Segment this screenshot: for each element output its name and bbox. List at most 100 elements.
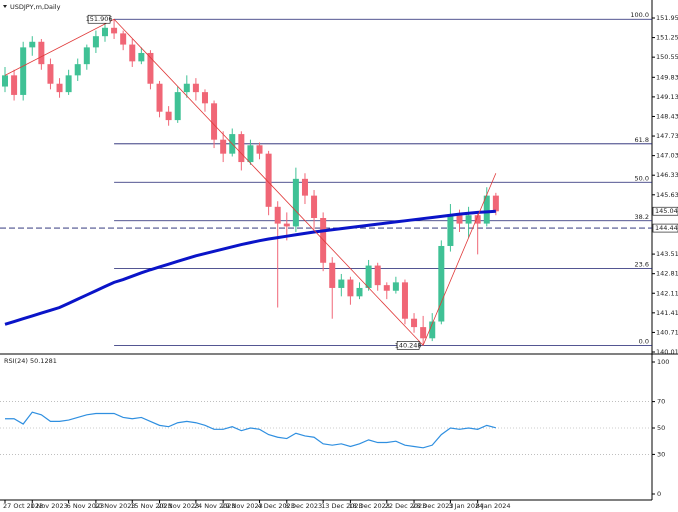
- candle-body: [47, 64, 54, 84]
- candle-body: [456, 215, 463, 224]
- price-box: [652, 223, 678, 233]
- x-tick-label: 27 Oct 2023: [3, 502, 43, 510]
- candle-body: [420, 327, 427, 339]
- x-tick-label: 3 Jan 2024: [448, 502, 483, 510]
- y-tick-label: 149.130: [656, 93, 678, 101]
- candle-body: [156, 83, 163, 112]
- candle-body: [447, 215, 454, 246]
- y-tick-label: 50: [657, 424, 665, 432]
- extreme-box: [396, 341, 420, 350]
- candle-body: [220, 139, 227, 154]
- candle-body: [292, 178, 299, 227]
- y-tick-label: 148.430: [656, 112, 678, 120]
- y-tick-label: 0: [657, 490, 661, 498]
- candle-body: [247, 145, 254, 163]
- y-tick-label: 30: [657, 450, 665, 458]
- y-tick-label: 141.410: [656, 309, 678, 317]
- zigzag: [4, 18, 497, 347]
- y-tick-label: 145.630: [656, 191, 678, 199]
- x-tick-label: 20 Nov 2023: [158, 502, 200, 510]
- candle-body: [283, 223, 290, 227]
- x-tick-label: 10 Nov 2023: [94, 502, 136, 510]
- indicator-title: RSI(24) 50.1281: [4, 357, 57, 365]
- candle-body: [465, 215, 472, 224]
- y-tick-label: 147.730: [656, 132, 678, 140]
- x-tick-label: 13 Dec 2023: [321, 502, 363, 510]
- y-tick-label: 140.710: [656, 328, 678, 336]
- x-tick-label: 6 Nov 2023: [67, 502, 105, 510]
- y-tick-label: 143.510: [656, 250, 678, 258]
- candle-body: [138, 52, 145, 62]
- price-box-label: 145.043: [655, 207, 678, 215]
- fib-label: 23.6: [635, 260, 649, 268]
- candle-body: [201, 92, 208, 104]
- candle-body: [365, 265, 372, 288]
- x-tick-label: 8 Jan 2024: [476, 502, 511, 510]
- y-tick-label: 140.010: [656, 348, 678, 356]
- y-tick-label: 151.250: [656, 34, 678, 42]
- x-tick-label: 4 Dec 2023: [258, 502, 295, 510]
- candle-body: [301, 178, 308, 196]
- fib-label: 50.0: [635, 174, 649, 182]
- x-tick-label: 15 Nov 2023: [130, 502, 172, 510]
- candle-body: [256, 145, 263, 154]
- candle-body: [192, 83, 199, 93]
- x-tick-label: 1 Nov 2023: [30, 502, 68, 510]
- candle-body: [11, 75, 18, 95]
- candle-body: [129, 44, 136, 62]
- fib-label: 38.2: [635, 213, 649, 221]
- menu-icon: [3, 5, 7, 8]
- candle-body: [483, 195, 490, 224]
- candle-body: [438, 245, 445, 322]
- candle-body: [65, 75, 72, 93]
- candle-body: [101, 27, 108, 37]
- fib-label: 61.8: [635, 136, 649, 144]
- x-tick-label: 18 Dec 2023: [348, 502, 390, 510]
- candle-body: [311, 195, 318, 219]
- x-tick-label: 22 Dec 2023: [385, 502, 427, 510]
- candle-body: [211, 103, 218, 140]
- y-tick-label: 70: [657, 398, 665, 406]
- y-tick-label: 150.550: [656, 53, 678, 61]
- candle-body: [74, 64, 81, 76]
- chart-title: USDJPY,m,Daily: [10, 3, 61, 11]
- extreme-box: [87, 14, 111, 24]
- candle-body: [111, 27, 118, 34]
- candle-body: [474, 215, 481, 224]
- x-tick-label: 29 Nov 2023: [221, 502, 263, 510]
- moving-average: [4, 209, 496, 326]
- fib-label: 100.0: [630, 11, 649, 19]
- candle-body: [165, 111, 172, 121]
- price-box: [652, 206, 678, 216]
- candle-body: [120, 33, 127, 45]
- candle-body: [356, 287, 363, 297]
- candle-body: [492, 195, 499, 212]
- candle-body: [347, 279, 354, 297]
- candle-body: [374, 265, 381, 286]
- y-tick-label: 142.110: [656, 289, 678, 297]
- candle-body: [83, 47, 90, 65]
- x-tick-label: 24 Nov 2023: [194, 502, 236, 510]
- candle-body: [401, 282, 408, 319]
- y-tick-label: 100: [657, 358, 669, 366]
- candle-body: [38, 41, 45, 65]
- candle-body: [383, 285, 390, 291]
- candle-body: [329, 262, 336, 288]
- candle-body: [183, 83, 190, 93]
- rsi-line: [5, 411, 497, 449]
- candle-body: [20, 47, 27, 95]
- candle-body: [338, 279, 345, 288]
- price-box-label: 144.440: [655, 224, 678, 232]
- candle-body: [29, 41, 36, 48]
- extreme-label: 151.906: [86, 15, 113, 23]
- candle-body: [411, 318, 418, 328]
- fib-label: 0.0: [639, 337, 649, 345]
- candle-body: [429, 321, 436, 339]
- y-tick-label: 146.330: [656, 171, 678, 179]
- y-tick-label: 151.950: [656, 14, 678, 22]
- candle-body: [92, 36, 99, 48]
- x-tick-label: 8 Dec 2023: [285, 502, 322, 510]
- y-tick-label: 142.810: [656, 270, 678, 278]
- extreme-label: 140.248: [395, 341, 422, 349]
